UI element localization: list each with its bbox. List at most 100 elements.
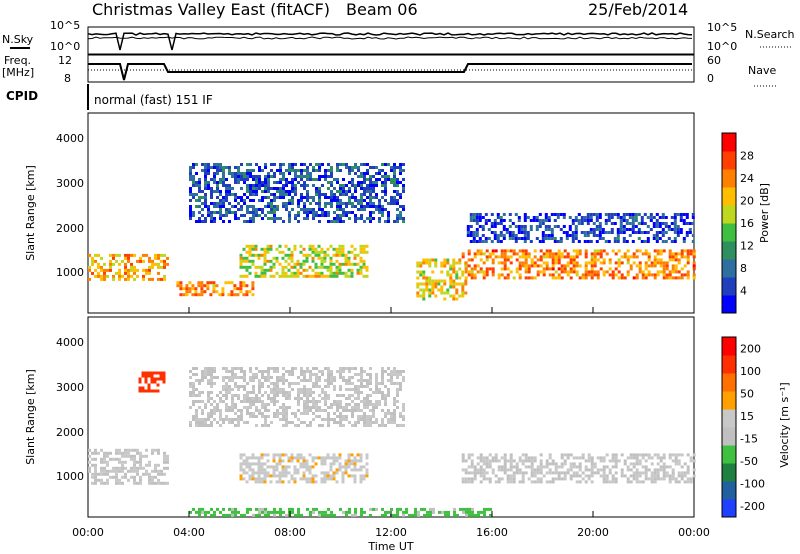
power-cell-ionospheric xyxy=(372,187,375,190)
velocity-cell-ground-scatter xyxy=(680,474,684,478)
velocity-cell-ionospheric xyxy=(285,394,288,397)
power-cell-ionospheric xyxy=(303,205,306,208)
velocity-cell-ground-scatter xyxy=(506,474,510,478)
power-cell-far-range xyxy=(508,219,512,222)
velocity-cell-ionospheric xyxy=(294,382,297,385)
power-cell-descending xyxy=(428,258,432,262)
power-cell-mid-band xyxy=(260,253,264,257)
power-cell-ionospheric xyxy=(207,211,210,214)
power-cell-ground-scatter xyxy=(473,273,477,277)
velocity-cell-ground-scatter xyxy=(479,453,483,457)
velocity-cell-orange-near xyxy=(204,513,207,517)
power-cell-ionospheric xyxy=(294,193,297,196)
power-cell-far-range xyxy=(547,219,551,222)
power-cell-ionospheric xyxy=(354,163,357,166)
power-cell-far-range xyxy=(589,240,593,243)
power-cell-ground-scatter xyxy=(647,258,651,262)
velocity-cell-orange-near xyxy=(456,513,459,517)
power-cell-ionospheric xyxy=(336,220,339,223)
velocity-cell-ground-scatter xyxy=(509,474,513,478)
power-cell-ionospheric xyxy=(387,211,390,214)
velocity-cell-ground-scatter xyxy=(160,481,163,485)
power-cell-ionospheric xyxy=(348,196,351,199)
power-cell-descending xyxy=(428,276,432,280)
power-cell-ionospheric xyxy=(306,193,309,196)
velocity-cell-ground-scatter xyxy=(479,474,483,478)
velocity-cell-ionospheric xyxy=(300,367,303,370)
power-cell-mid-band xyxy=(359,271,363,275)
velocity-cell-ionospheric xyxy=(312,397,315,400)
power-cell-ionospheric xyxy=(276,208,279,211)
velocity-cell-ionospheric xyxy=(282,418,285,421)
velocity-cell-ground-scatter xyxy=(659,477,663,481)
velocity-cell-ionospheric xyxy=(231,373,234,376)
power-cell-ionospheric xyxy=(315,202,318,205)
power-cell-far-range xyxy=(625,222,629,225)
velocity-cell-ground-scatter xyxy=(608,480,612,484)
velocity-cell-ground-scatter xyxy=(665,465,669,469)
power-cell-far-range xyxy=(667,228,671,231)
velocity-cell-ground-scatter xyxy=(166,457,169,461)
power-cell-far-range xyxy=(652,222,656,225)
power-cell-far-range xyxy=(670,240,674,243)
velocity-cell-ground-scatter xyxy=(488,477,492,481)
power-cell-ground-scatter xyxy=(515,267,519,271)
velocity-cell-ground-scatter xyxy=(145,454,148,458)
power-cell-descending xyxy=(425,288,429,292)
power-cell-ionospheric xyxy=(318,175,321,178)
velocity-cell-ionospheric xyxy=(300,421,303,424)
velocity-cell-ground-scatter xyxy=(683,474,687,478)
power-cell-mid-band xyxy=(335,265,339,269)
velocity-cell-ground-scatter xyxy=(605,477,609,481)
velocity-cell-ionospheric xyxy=(255,397,258,400)
power-cell-descending xyxy=(458,276,462,280)
velocity-cell-mid-band xyxy=(320,456,324,460)
velocity-cell-ionospheric xyxy=(375,403,378,406)
power-cell-far-range xyxy=(607,216,611,219)
velocity-cell-ground-scatter xyxy=(611,456,615,460)
velocity-cell-ionospheric xyxy=(189,382,192,385)
velocity-cell-ionospheric xyxy=(207,394,210,397)
velocity-cell-ionospheric xyxy=(339,367,342,370)
power-cell-ionospheric xyxy=(345,202,348,205)
power-cell-mid-band xyxy=(323,253,327,257)
power-cell-ionospheric xyxy=(237,166,240,169)
power-cell-far-range xyxy=(661,240,665,243)
power-cell-near-range xyxy=(212,284,216,288)
velocity-cell-ground-scatter xyxy=(674,477,678,481)
power-cell-far-range xyxy=(598,213,602,216)
power-cell-ionospheric xyxy=(384,199,387,202)
power-cell-ground-scatter xyxy=(611,273,615,277)
velocity-cell-ground-scatter xyxy=(473,471,477,475)
power-cell-descending xyxy=(458,258,462,262)
velocity-cell-ionospheric xyxy=(282,367,285,370)
velocity-cell-ionospheric xyxy=(255,367,258,370)
power-cell-ionospheric xyxy=(369,187,372,190)
velocity-cell-ionospheric xyxy=(333,376,336,379)
power-cell-ionospheric xyxy=(315,163,318,166)
velocity-cell-ionospheric xyxy=(318,376,321,379)
power-cell-ground-scatter xyxy=(677,261,681,265)
velocity-cell-ground-scatter xyxy=(136,466,139,470)
power-cell-ionospheric xyxy=(258,181,261,184)
power-cell-descending xyxy=(416,261,420,265)
velocity-cell-ground-scatter xyxy=(130,457,133,461)
velocity-cell-ionospheric xyxy=(309,388,312,391)
power-cell-near-range xyxy=(245,284,249,288)
velocity-cell-mid-band xyxy=(332,471,336,475)
velocity-cell-ground-scatter xyxy=(635,456,639,460)
power-cell-ionospheric xyxy=(363,163,366,166)
power-cell-mid-band xyxy=(284,253,288,257)
power-cell-far-range xyxy=(586,240,590,243)
velocity-cell-ionospheric xyxy=(363,370,366,373)
power-cell-ionospheric xyxy=(402,187,405,190)
power-cell-ionospheric xyxy=(372,205,375,208)
velocity-cell-ionospheric xyxy=(402,418,405,421)
power-cell-far-range xyxy=(676,234,680,237)
velocity-cell-ionospheric xyxy=(231,397,234,400)
power-cell-ionospheric xyxy=(249,184,252,187)
velocity-cell-ionospheric xyxy=(309,406,312,409)
velocity-cell-ionospheric xyxy=(315,409,318,412)
power-cell-ground-scatter xyxy=(154,262,157,266)
power-cell-ground-scatter xyxy=(671,264,675,268)
